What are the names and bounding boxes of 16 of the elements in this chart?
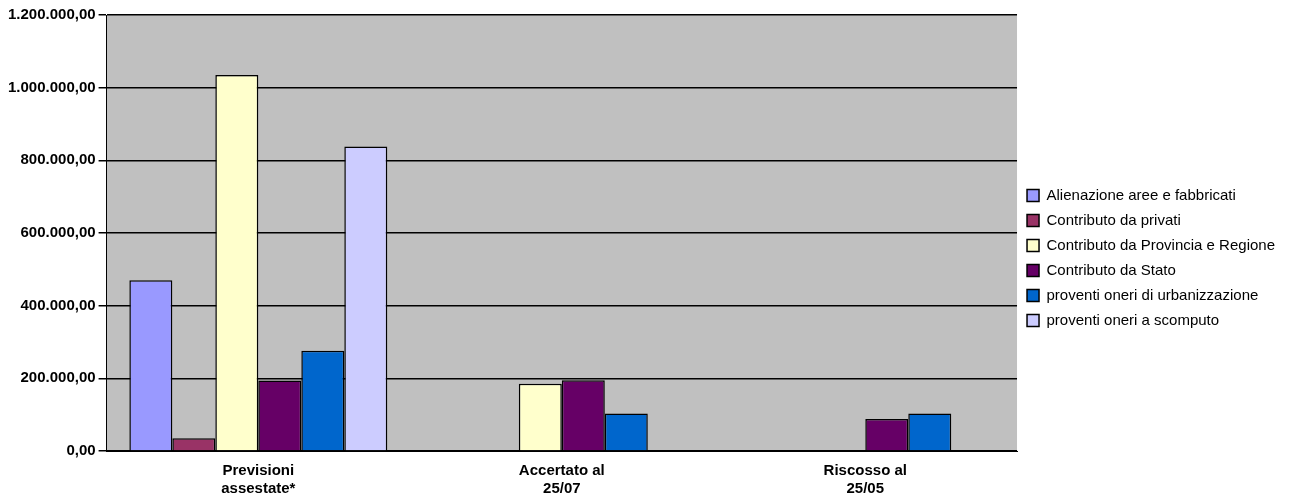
x-tick-label: Riscosso al 25/05 xyxy=(823,461,907,497)
y-tick-label: 1.000.000,00 xyxy=(7,77,96,95)
y-tick-label: 0,00 xyxy=(66,441,96,459)
y-tick-label: 400.000,00 xyxy=(20,295,96,313)
x-tick-label: Accertato al 25/07 xyxy=(518,461,605,497)
legend-label: proventi oneri di urbanizzazione xyxy=(1046,285,1259,303)
y-tick-label: 600.000,00 xyxy=(20,223,96,241)
legend-label: Contributo da Stato xyxy=(1046,260,1176,278)
x-tick-label: Previsioni assestate* xyxy=(221,461,296,497)
legend-label: proventi oneri a scomputo xyxy=(1046,310,1220,328)
legend-label: Alienazione aree e fabbricati xyxy=(1046,185,1236,203)
legend-label: Contributo da privati xyxy=(1046,210,1181,228)
legend-label: Contributo da Provincia e Regione xyxy=(1046,235,1276,253)
y-tick-label: 800.000,00 xyxy=(20,150,96,168)
y-tick-label: 1.200.000,00 xyxy=(7,5,96,23)
y-tick-label: 200.000,00 xyxy=(20,368,96,386)
